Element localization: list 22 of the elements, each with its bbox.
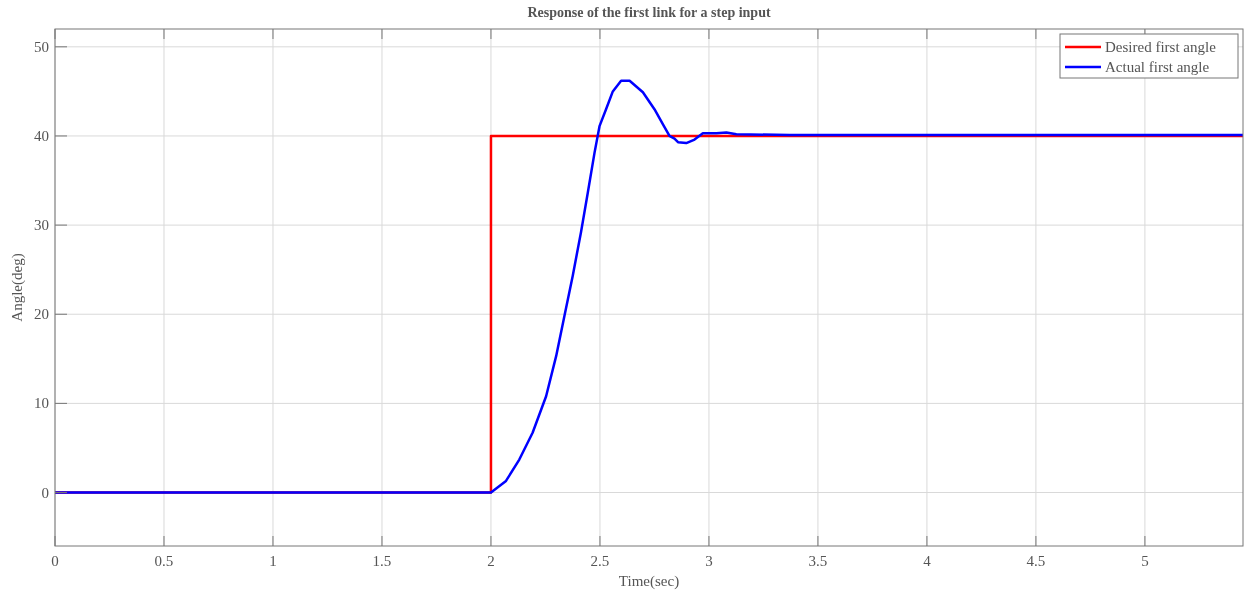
y-tick-label: 0	[41, 484, 49, 501]
x-tick-label: 3.5	[808, 553, 828, 569]
x-tick-label: 4.5	[1026, 553, 1046, 569]
x-tick-label: 0.5	[154, 553, 174, 569]
y-tick-label: 10	[34, 395, 49, 412]
y-tick-label: 30	[34, 217, 49, 234]
chart-title: Response of the first link for a step input	[527, 5, 771, 20]
legend-label: Actual first angle	[1105, 59, 1210, 75]
x-tick-label: 0	[51, 553, 59, 569]
x-tick-label: 1	[269, 553, 277, 569]
x-tick-label: 5	[1141, 553, 1149, 569]
y-tick-label: 40	[34, 127, 49, 144]
y-tick-label: 50	[34, 38, 49, 55]
y-axis-title: Angle(deg)	[9, 253, 26, 322]
x-tick-label: 2.5	[590, 553, 610, 569]
x-tick-label: 4	[923, 553, 932, 569]
x-tick-label: 2	[487, 553, 495, 569]
x-tick-label: 1.5	[372, 553, 392, 569]
x-tick-label: 3	[705, 553, 713, 569]
y-tick-label: 20	[34, 306, 49, 323]
x-axis-title: Time(sec)	[618, 573, 680, 590]
legend-label: Desired first angle	[1105, 39, 1217, 55]
